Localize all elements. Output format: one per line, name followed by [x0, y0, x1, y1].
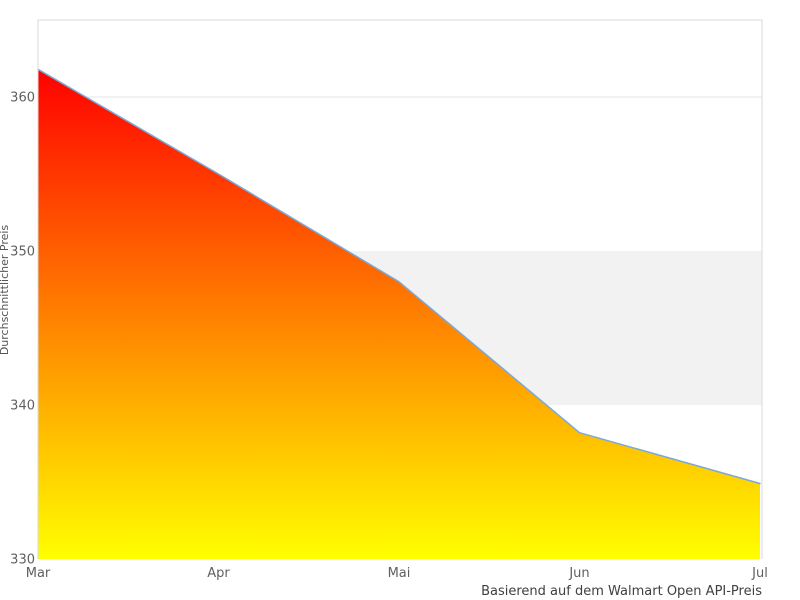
y-tick-label-340: 340	[10, 399, 35, 414]
y-axis-title: Durchschnittlicher Preis	[0, 225, 11, 356]
x-tick-label-jun: Jun	[568, 566, 589, 581]
x-tick-label-mar: Mar	[26, 566, 51, 581]
y-tick-label-330: 330	[10, 553, 35, 568]
series-layer	[37, 68, 761, 560]
area-fill	[38, 69, 760, 560]
y-tick-label-350: 350	[10, 245, 35, 260]
x-tick-label-jul: Jul	[751, 566, 768, 581]
series-line	[37, 68, 761, 485]
plot-border-layer	[37, 19, 763, 559]
plot-border	[37, 19, 763, 559]
x-tick-label-apr: Apr	[207, 566, 230, 581]
y-tick-label-360: 360	[10, 91, 35, 106]
credits-text: Basierend auf dem Walmart Open API-Preis	[481, 584, 762, 599]
x-tick-label-mai: Mai	[388, 566, 411, 581]
axis-tick-layer: 330 340 350 360 Mar Apr Mai Jun Jul	[10, 91, 768, 581]
